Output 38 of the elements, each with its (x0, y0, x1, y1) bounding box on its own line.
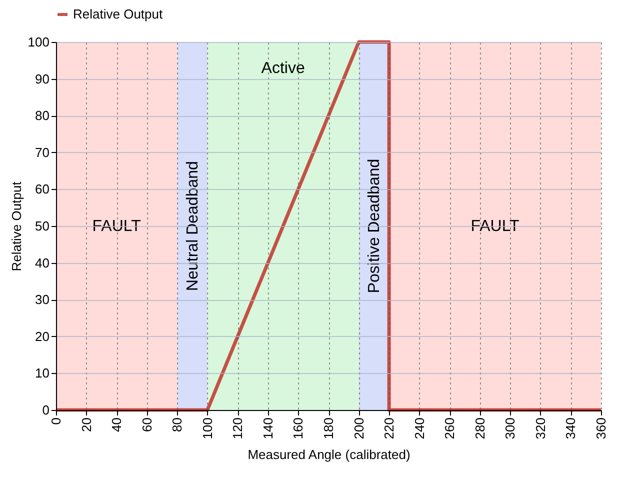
band-label: FAULT (92, 218, 142, 235)
x-tick-label: 120 (230, 418, 246, 440)
x-tick-label: 40 (109, 418, 124, 432)
x-tick-label: 240 (412, 418, 427, 440)
x-tick-label: 180 (321, 418, 336, 440)
x-tick-label: 320 (532, 418, 548, 440)
band-label: Neutral Deadband (184, 161, 202, 291)
x-tick-label: 0 (48, 418, 64, 425)
x-tick-label: 100 (200, 418, 215, 440)
x-tick-label: 80 (170, 418, 185, 432)
band-label: FAULT (470, 218, 520, 235)
x-tick-label: 200 (351, 418, 366, 440)
x-tick-label: 340 (563, 418, 578, 440)
band-label: Positive Deadband (366, 158, 383, 294)
y-tick-label: 10 (35, 366, 50, 381)
y-tick-label: 20 (35, 328, 50, 344)
y-tick-label: 0 (42, 402, 50, 418)
y-tick-label: 100 (28, 34, 50, 50)
y-tick-label: 30 (35, 292, 50, 308)
x-tick-label: 160 (290, 418, 306, 440)
x-axis-title: Measured Angle (calibrated) (248, 447, 410, 462)
y-tick-label: 90 (35, 71, 50, 86)
x-tick-label: 60 (139, 418, 154, 432)
y-tick-label: 70 (35, 144, 50, 160)
x-tick-label: 20 (78, 418, 94, 432)
y-axis-title: Relative Output (8, 181, 24, 272)
y-tick-label: 60 (35, 182, 50, 197)
y-tick-label: 80 (35, 108, 50, 124)
y-tick-label: 40 (35, 255, 50, 270)
y-tick-label: 50 (35, 218, 50, 234)
x-tick-label: 220 (382, 418, 397, 440)
band-label: Active (261, 60, 305, 77)
x-tick-label: 140 (260, 418, 276, 440)
x-tick-label: 360 (594, 418, 608, 440)
x-tick-label: 300 (502, 418, 518, 440)
legend-label: Relative Output (73, 6, 163, 22)
x-tick-label: 260 (442, 418, 458, 440)
x-tick-label: 280 (472, 418, 488, 440)
